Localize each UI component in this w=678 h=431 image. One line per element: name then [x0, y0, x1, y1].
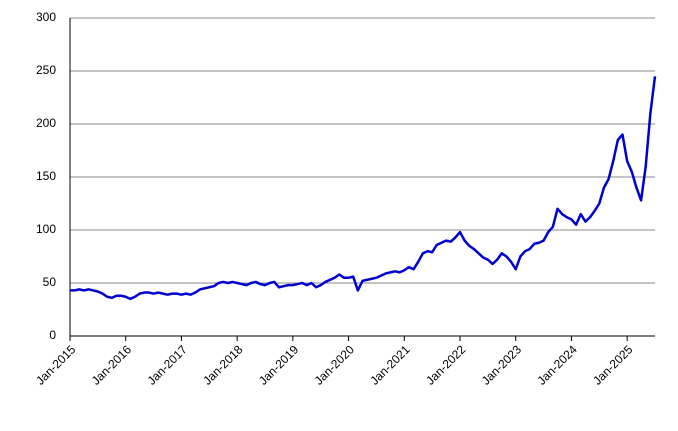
y-tick-label: 100 — [36, 222, 56, 236]
line-series — [70, 76, 657, 301]
x-tick-label: Jan-2023 — [479, 342, 525, 388]
x-tick-label: Jan-2021 — [367, 342, 413, 388]
y-tick-label: 150 — [36, 169, 56, 183]
y-tick-label: 0 — [49, 328, 56, 342]
x-tick-label: Jan-2019 — [256, 342, 302, 388]
x-tick-label: Jan-2016 — [89, 342, 135, 388]
x-tick-label: Jan-2022 — [423, 342, 469, 388]
x-tick-label: Jan-2017 — [145, 342, 191, 388]
x-tick-label: Jan-2025 — [590, 342, 636, 388]
y-tick-label: 200 — [36, 116, 56, 130]
x-tick-label: Jan-2024 — [535, 342, 581, 388]
y-tick-label: 50 — [43, 275, 57, 289]
x-tick-label: Jan-2018 — [200, 342, 246, 388]
y-tick-label: 300 — [36, 10, 56, 24]
x-tick-label: Jan-2015 — [33, 342, 79, 388]
x-tick-label: Jan-2020 — [312, 342, 358, 388]
y-tick-label: 250 — [36, 63, 56, 77]
